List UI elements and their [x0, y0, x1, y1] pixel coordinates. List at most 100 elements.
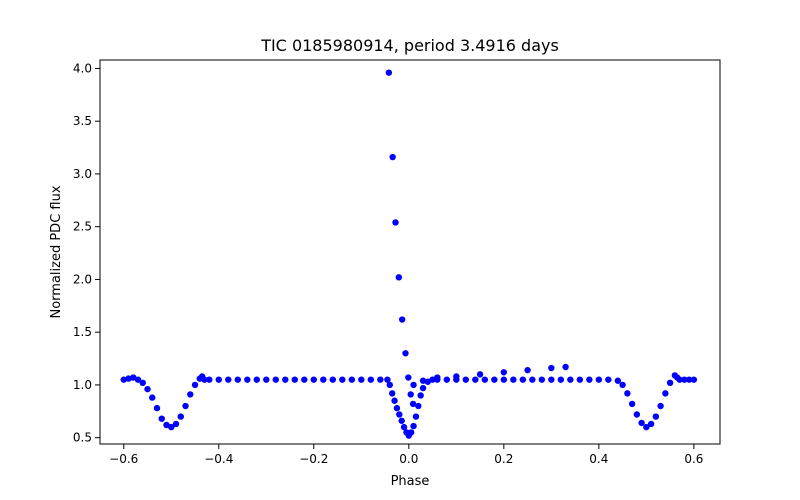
data-point	[462, 376, 470, 383]
data-point	[398, 316, 406, 323]
data-points	[120, 69, 698, 439]
data-point	[139, 379, 146, 387]
data-point	[557, 376, 565, 383]
data-point	[329, 376, 336, 383]
data-point	[400, 423, 408, 431]
data-point	[358, 376, 365, 383]
data-point	[149, 394, 156, 401]
data-point	[643, 423, 650, 431]
y-tick-label: 2.5	[73, 220, 92, 234]
data-point	[201, 376, 208, 383]
y-tick-label: 3.0	[73, 167, 92, 181]
data-point	[481, 376, 489, 383]
data-point	[614, 377, 622, 384]
data-point	[396, 411, 403, 418]
data-point	[398, 417, 405, 424]
y-tick-label: 2.0	[73, 272, 92, 286]
data-point	[367, 376, 375, 383]
data-point	[666, 379, 674, 387]
data-point	[500, 376, 508, 383]
data-point	[177, 413, 184, 420]
data-point	[393, 404, 401, 412]
data-point	[567, 376, 574, 383]
data-point	[510, 376, 517, 383]
x-axis-label: Phase	[391, 474, 430, 489]
data-point	[657, 402, 664, 410]
data-point	[144, 385, 151, 393]
y-axis-label: Normalized PDC flux	[49, 185, 64, 318]
data-point	[619, 381, 626, 389]
data-point	[407, 429, 415, 436]
data-point	[234, 376, 241, 383]
data-point	[391, 397, 398, 404]
data-point	[652, 413, 660, 420]
data-point	[191, 381, 199, 389]
data-point	[409, 400, 417, 408]
data-point	[168, 423, 175, 431]
data-point	[586, 376, 593, 383]
data-point	[389, 153, 396, 161]
data-point	[638, 419, 645, 427]
data-point	[392, 219, 399, 226]
data-point	[624, 390, 631, 397]
data-point	[244, 376, 251, 383]
data-point	[215, 376, 222, 383]
data-point	[443, 376, 451, 383]
data-point	[412, 413, 420, 420]
data-point	[419, 377, 427, 384]
data-point	[576, 376, 584, 383]
y-axis-ticks: 0.5 1.0 1.5 2.0 2.5 3.0 3.5 4.0	[73, 61, 100, 445]
data-point	[548, 376, 555, 383]
data-point	[388, 390, 396, 397]
data-point	[172, 420, 180, 428]
data-point	[419, 384, 427, 392]
data-point	[182, 402, 189, 410]
data-point	[491, 376, 498, 383]
data-point	[676, 376, 683, 383]
data-point	[158, 415, 165, 422]
data-point	[500, 369, 508, 376]
y-tick-label: 4.0	[73, 61, 92, 75]
data-point	[402, 350, 409, 357]
data-point	[225, 376, 232, 383]
x-tick-label: −0.2	[299, 452, 328, 466]
data-point	[310, 376, 317, 383]
x-tick-label: 0.0	[399, 452, 418, 466]
data-point	[685, 376, 693, 383]
data-point	[407, 391, 414, 398]
data-point	[134, 376, 142, 383]
data-point	[595, 376, 603, 383]
data-point	[206, 376, 213, 383]
data-point	[453, 373, 460, 380]
data-point	[524, 366, 531, 374]
data-point	[562, 363, 569, 371]
data-point	[410, 422, 417, 430]
data-point	[628, 400, 636, 408]
data-point	[647, 420, 655, 428]
data-point	[301, 376, 308, 383]
y-tick-label: 1.0	[73, 378, 92, 392]
data-point	[253, 376, 260, 383]
data-point	[320, 376, 327, 383]
x-tick-label: 0.2	[494, 452, 513, 466]
x-tick-label: −0.6	[109, 452, 138, 466]
data-point	[605, 376, 612, 383]
data-point	[153, 404, 161, 412]
data-point	[384, 376, 391, 383]
chart-title: TIC 0185980914, period 3.4916 days	[260, 36, 559, 55]
data-point	[291, 376, 298, 383]
data-point	[410, 381, 417, 389]
y-tick-label: 1.5	[73, 325, 92, 339]
data-point	[519, 376, 527, 383]
data-point	[548, 364, 555, 372]
data-point	[348, 376, 356, 383]
x-tick-label: 0.4	[589, 452, 608, 466]
axes-frame	[99, 59, 721, 445]
data-point	[405, 374, 412, 381]
data-point	[415, 402, 422, 410]
data-point	[472, 376, 479, 383]
data-point	[538, 376, 546, 383]
data-point	[529, 376, 536, 383]
data-point	[681, 376, 688, 383]
